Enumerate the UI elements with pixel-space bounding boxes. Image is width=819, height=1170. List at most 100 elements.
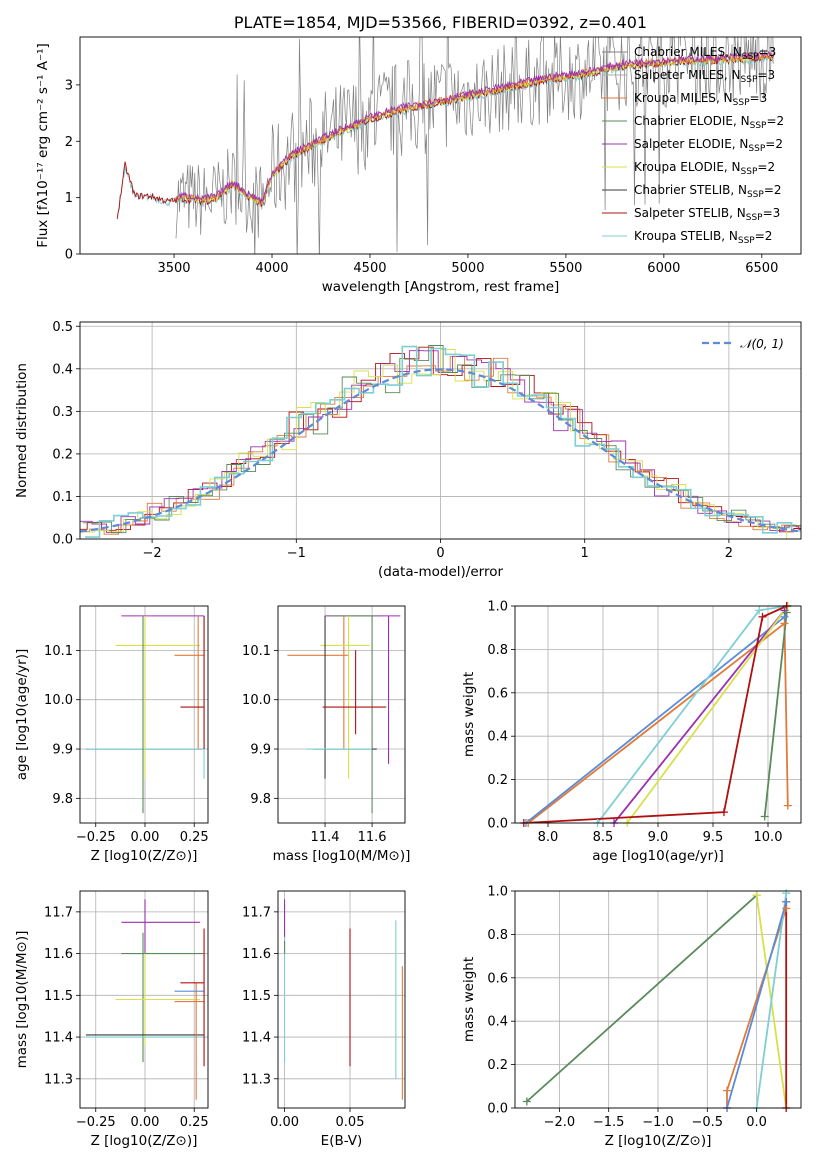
weight-marker [782,897,791,906]
tick-label-x: 11.4 [311,830,340,845]
data-layer [80,37,801,1112]
tick-label-x: −0.25 [76,830,116,845]
tick-label-x: 4500 [353,261,386,276]
x-axis-label: age [log10(age/yr)] [592,848,724,864]
tick-label-y: 10.1 [242,644,271,659]
tick-label-y: 1.0 [487,885,508,900]
axes-frame [514,605,802,824]
spectrum-title: PLATE=1854, MJD=53566, FIBERID=0392, z=0… [234,13,647,32]
weight-line [526,894,758,1103]
weight-line [626,606,789,823]
y-axis-label: mass weight [461,672,477,757]
weight-marker [782,889,791,898]
weight-line [613,606,788,823]
legend-entry: 𝒩(0, 1) [740,337,784,351]
tick-label-x: 0.00 [270,1115,299,1130]
legend-entry: Chabrier MILES, NSSP=3 [634,45,776,62]
tick-label-y: 1.0 [487,600,508,615]
weight-line [755,893,788,1108]
tick-label-x: −0.25 [76,1115,116,1130]
histogram-kroupa-elodie [80,349,801,539]
observed-spectrum-line [175,37,774,254]
axes-frame [79,36,802,255]
histogram-kroupa-stelib [85,345,801,538]
tick-label-y: 1 [65,191,73,206]
model-kroupa-miles-line [177,51,775,205]
tick-label-x: 5500 [549,261,582,276]
tick-label-y: 0.2 [487,773,508,788]
tick-label-x: −0.5 [692,1115,724,1130]
legend-entry: Chabrier ELODIE, NSSP=2 [634,114,784,131]
weight-marker [723,1086,732,1095]
tick-label-y: 0.8 [487,928,508,943]
y-axis-label: Flux [fλ10⁻¹⁷ erg cm⁻² s⁻¹ A⁻¹] [35,43,51,248]
legend-entry: Kroupa ELODIE, NSSP=2 [634,160,775,177]
legend-entry: Chabrier STELIB, NSSP=2 [634,183,782,200]
weight-line [596,606,788,823]
weight-marker [782,608,791,617]
tick-label-y: 0.3 [52,405,73,420]
grid-layer [80,322,801,1109]
axes-frame [514,890,802,1109]
errorbars-z-vs-mass [85,899,205,1100]
tick-label-y: 9.9 [52,743,73,758]
legend-entry: Salpeter STELIB, NSSP=3 [634,206,780,223]
y-axis-label: mass weight [461,957,477,1042]
tick-label-x: 11.6 [358,830,387,845]
tick-label-x: 0.05 [336,1115,365,1130]
errorbars-ebv-vs-mass [283,899,403,1100]
tick-label-y: 11.7 [44,905,73,920]
weight-marker [752,891,761,900]
weight-marker [760,812,769,821]
tick-label-x: 6500 [745,261,778,276]
tick-label-x: −1.0 [642,1115,674,1130]
tick-label-y: 3 [65,78,73,93]
tick-label-x: 6000 [647,261,680,276]
tick-label-y: 11.4 [242,1031,271,1046]
errorbars-mass-vs-age [287,615,401,814]
frame-layer [76,36,802,1112]
tick-label-y: 9.9 [250,743,271,758]
x-axis-label: mass [log10(M/M⊙)] [273,848,411,864]
tick-label-y: 2 [65,135,73,150]
legend-entry: Kroupa MILES, NSSP=3 [634,91,767,108]
tick-label-y: 11.3 [44,1072,73,1087]
spectrum-series [116,37,775,254]
tick-label-x: −2.0 [544,1115,576,1130]
tick-label-x: 9.0 [648,830,669,845]
y-axis-label: mass [log10(M/M⊙)] [14,931,30,1069]
tick-label-x: −2 [143,546,162,561]
tick-label-y: 9.8 [250,792,271,807]
tick-label-y: 0.5 [52,320,73,335]
tick-label-x: 2 [725,546,733,561]
tick-label-y: 9.8 [52,792,73,807]
tick-label-x: −1 [287,546,306,561]
tick-label-y: 11.5 [242,989,271,1004]
weight-line [523,606,788,823]
gaussian-curve [80,368,801,533]
x-axis-label: (data-model)/error [378,564,504,580]
tick-label-y: 0 [65,248,73,263]
tick-label-x: 1 [581,546,589,561]
tick-label-y: 11.3 [242,1072,271,1087]
x-axis-label: Z [log10(Z/Z⊙)] [605,1133,712,1149]
tick-label-x: 0.00 [131,1115,160,1130]
axes-frame [79,605,209,824]
tick-label-x: 0 [436,546,444,561]
y-axis-label: Normed distribution [14,363,30,498]
tick-label-y: 10.1 [44,644,73,659]
axes-frame [277,890,406,1109]
axes-frame [277,605,406,824]
weight-line [726,901,788,1108]
tick-label-y: 0.8 [487,643,508,658]
tick-label-y: 0.4 [52,362,73,377]
weight-marker [783,801,792,810]
tick-label-y: 0.4 [487,1015,508,1030]
weight-marker [720,808,728,817]
tick-label-x: −1.5 [593,1115,625,1130]
tick-label-y: 11.4 [44,1031,73,1046]
text-layer: 3500 4000 4500 5000 5500 6000 6500 0 1 2 3 waveleng… [14,13,784,1149]
weight-marker [755,606,764,615]
tick-label-y: 0.6 [487,686,508,701]
